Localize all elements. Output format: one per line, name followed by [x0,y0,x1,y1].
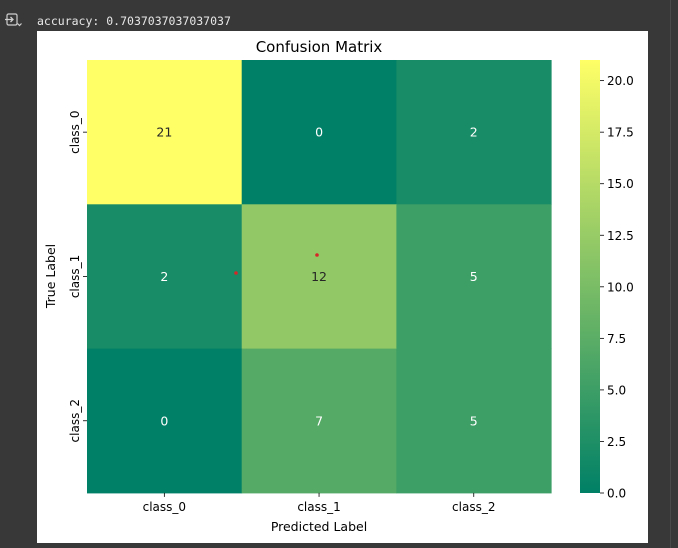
cell-annotation: 12 [311,269,327,284]
heatmap-cell [396,60,552,205]
cell-annotation: 2 [160,269,168,284]
accuracy-value: 0.7037037037037037 [106,14,231,28]
cell-annotation: 5 [470,269,478,284]
colorbar-axis: 0.0 2.5 5.0 7.5 10.0 12.5 15.0 17.5 20.0 [600,74,634,501]
heatmap-cell [87,204,243,350]
y-axis-label: True Label [43,244,58,309]
y-tick-label: class_0 [68,110,82,153]
y-tick-label: class_2 [68,399,82,442]
x-tick-label: class_2 [452,500,495,514]
colorbar-tick-label: 2.5 [607,435,626,449]
cell-annotation: 0 [160,413,168,428]
y-tick-label: class_1 [68,255,82,298]
heatmap-cell [87,60,243,205]
output-toggle-icon[interactable] [4,12,22,28]
x-axis: class_0 class_1 class_2 [143,492,495,514]
marker-dot [315,253,319,257]
colorbar-tick-label: 17.5 [607,126,634,140]
accuracy-output: accuracy: 0.7037037037037037 [37,14,231,28]
heatmap-cells: 21 0 2 2 12 5 0 7 5 [87,60,552,494]
colorbar-tick-label: 5.0 [607,383,626,397]
x-axis-label: Predicted Label [271,519,367,534]
x-tick-label: class_1 [297,500,340,514]
chart-title: Confusion Matrix [256,38,383,56]
colorbar-tick-label: 12.5 [607,229,634,243]
heatmap-cell [87,348,243,494]
accuracy-label: accuracy: [37,14,107,28]
heatmap-cell [241,60,397,205]
cell-annotation: 0 [315,125,323,140]
x-tick-label: class_0 [143,500,186,514]
colorbar [580,60,600,493]
heatmap-cell [396,348,552,494]
cell-annotation: 2 [470,125,478,140]
cell-gutter [0,0,30,548]
panel-divider [670,0,671,548]
colorbar-tick-label: 15.0 [607,177,634,191]
cell-annotation: 5 [470,413,478,428]
heatmap-cell [241,348,397,494]
colorbar-tick-label: 0.0 [607,487,626,501]
cell-annotation: 7 [315,413,323,428]
heatmap-chart: Confusion Matrix 21 0 22 12 50 7 5 class_0 clas… [43,38,634,534]
colorbar-tick-label: 10.0 [607,280,634,294]
marker-dot [234,271,238,275]
confusion-matrix-figure: Confusion Matrix 21 0 2 2 12 5 0 7 5 class_0 clas… [37,31,648,543]
heatmap-cell [241,204,397,350]
cell-annotation: 21 [156,125,172,140]
heatmap-cell [396,204,552,350]
y-axis: class_0 class_1 class_2 [68,110,87,442]
colorbar-tick-label: 7.5 [607,332,626,346]
colorbar-tick-label: 20.0 [607,74,634,88]
